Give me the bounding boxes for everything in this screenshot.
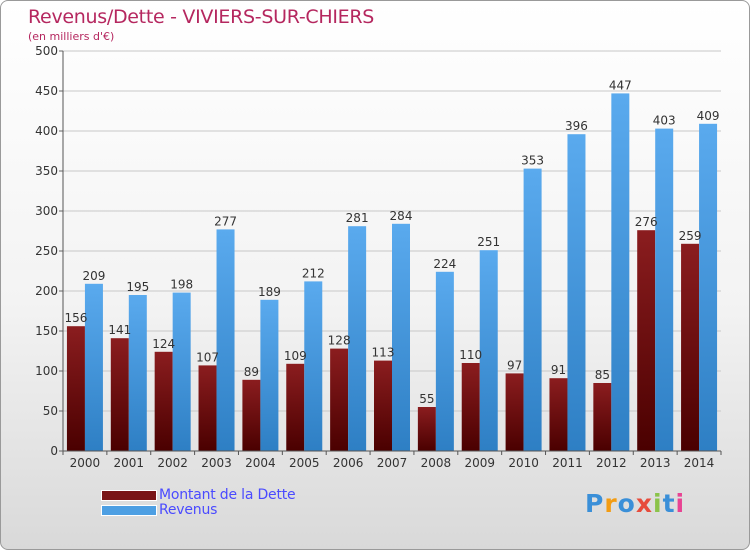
y-tick-label: 400 [35,124,58,138]
data-label-dette: 109 [284,349,307,363]
data-label-dette: 156 [64,311,87,325]
bar-revenus [479,250,498,451]
data-label-revenus: 353 [521,154,544,168]
bar-revenus [435,271,454,451]
data-label-dette: 55 [419,392,434,406]
legend-label-dette: Montant de la Dette [159,487,296,503]
bar-revenus [699,123,718,452]
x-tick-label: 2009 [464,456,495,470]
x-tick-label: 2000 [70,456,101,470]
x-tick-label: 2004 [245,456,276,470]
x-tick-label: 2005 [289,456,320,470]
x-tick-label: 2012 [596,456,627,470]
x-tick-label: 2008 [421,456,452,470]
data-label-dette: 110 [459,348,482,362]
data-label-revenus: 212 [302,266,325,280]
data-label-dette: 113 [372,346,395,360]
bar-dette [110,338,129,451]
bar-dette [461,363,480,451]
data-label-revenus: 396 [565,119,588,133]
bar-dette [637,230,656,451]
data-label-revenus: 189 [258,285,281,299]
proxiti-logo: Proxiti [585,489,686,518]
y-tick-label: 250 [35,244,58,258]
bar-dette [374,360,392,451]
chart-subtitle: (en milliers d'€) [28,30,115,43]
y-tick-label: 300 [35,204,58,218]
data-label-revenus: 224 [433,257,456,271]
bar-dette [593,383,612,451]
x-tick-label: 2002 [157,456,188,470]
y-tick-label: 0 [50,444,58,458]
data-label-dette: 128 [328,334,351,348]
y-tick-label: 500 [35,44,58,58]
y-tick-label: 200 [35,284,58,298]
data-label-revenus: 277 [214,214,237,228]
y-tick-label: 150 [35,324,58,338]
bar-dette [417,407,436,451]
x-tick-label: 2014 [684,456,715,470]
x-tick-label: 2006 [333,456,364,470]
data-label-dette: 276 [635,215,658,229]
x-tick-label: 2013 [640,456,671,470]
bar-dette [286,363,305,451]
y-tick-label: 450 [35,84,58,98]
data-label-revenus: 403 [653,114,676,128]
legend-label-revenus: Revenus [159,502,218,518]
legend-swatch-revenus [101,504,157,516]
bar-dette [330,348,349,451]
data-label-revenus: 198 [170,278,193,292]
chart-title: Revenus/Dette - VIVIERS-SUR-CHIERS [28,6,375,28]
bar-revenus [260,299,279,451]
bar-dette [505,373,524,451]
data-label-dette: 91 [551,363,566,377]
y-tick-label: 100 [35,364,58,378]
data-label-revenus: 209 [82,269,105,283]
x-tick-label: 2010 [508,456,539,470]
bar-revenus [216,229,235,451]
data-label-dette: 124 [152,337,175,351]
bar-revenus [392,223,410,451]
data-label-dette: 259 [679,229,702,243]
data-label-revenus: 281 [346,211,369,225]
bar-dette [66,326,85,451]
bar-revenus [304,281,323,451]
bar-revenus [348,226,367,451]
y-tick-label: 50 [43,404,58,418]
bar-revenus [611,93,630,452]
data-label-revenus: 447 [609,78,632,92]
data-label-revenus: 251 [477,235,500,249]
x-tick-label: 2001 [114,456,145,470]
x-tick-label: 2007 [377,456,408,470]
bar-revenus [567,134,586,451]
bar-revenus [523,168,542,451]
x-tick-label: 2003 [201,456,232,470]
data-label-dette: 85 [595,368,610,382]
bar-dette [242,379,261,451]
legend-item-revenus: Revenus [101,502,217,518]
bar-dette [154,351,173,451]
bar-dette [198,365,217,451]
bar-revenus [128,295,147,451]
data-label-revenus: 409 [697,109,720,123]
legend-item-dette: Montant de la Dette [101,487,296,503]
data-label-revenus: 195 [126,280,149,294]
bar-dette [549,378,568,451]
bar-revenus [172,292,191,451]
data-label-dette: 89 [244,365,259,379]
data-label-dette: 141 [108,323,131,337]
data-label-dette: 97 [507,358,522,372]
data-label-dette: 107 [196,350,219,364]
bar-revenus [84,283,103,451]
legend-swatch-dette [101,489,157,501]
bar-dette [681,243,700,451]
bar-revenus [655,128,674,451]
data-label-revenus: 284 [390,209,413,223]
y-tick-label: 350 [35,164,58,178]
x-tick-label: 2011 [552,456,583,470]
